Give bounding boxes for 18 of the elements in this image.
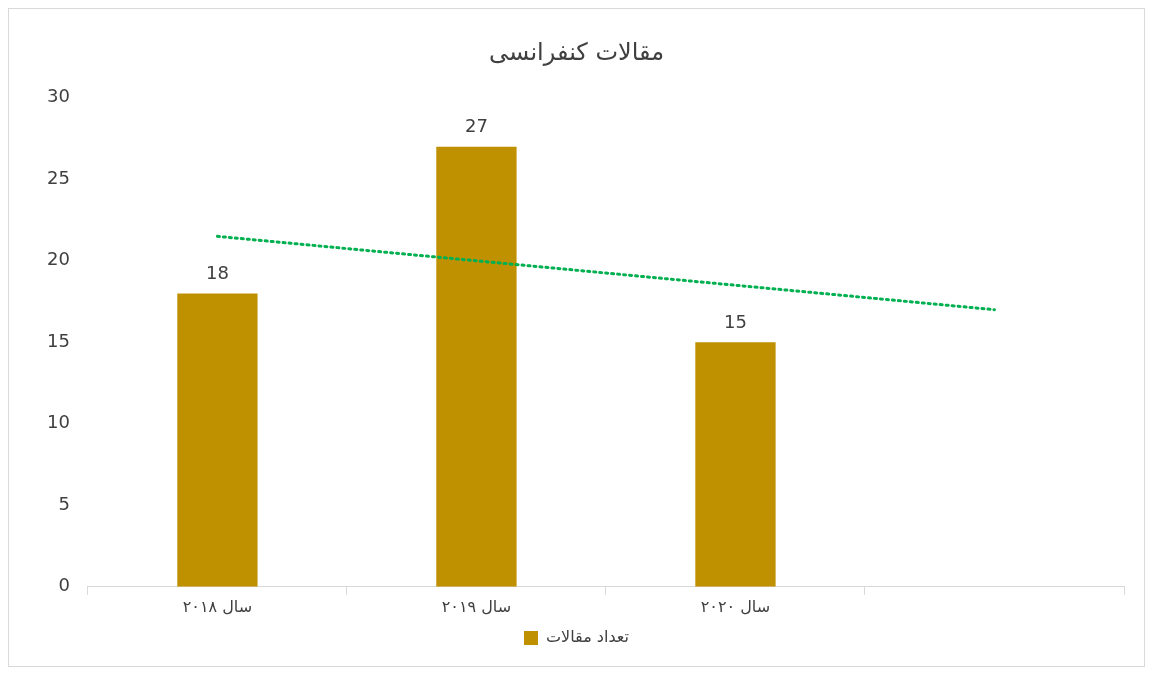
x-tick-label: سال ۲۰۱۸ (182, 596, 253, 616)
legend-label: تعداد مقالات (546, 627, 629, 647)
y-tick-label: 0 (58, 574, 70, 596)
y-tick-label: 15 (47, 329, 70, 351)
y-tick-label: 20 (47, 248, 70, 270)
data-label: 15 (724, 310, 747, 332)
x-tick-label: سال ۲۰۲۰ (700, 596, 771, 616)
y-tick-label: 25 (47, 166, 70, 188)
y-tick-label: 10 (47, 411, 70, 433)
bar (177, 293, 258, 587)
data-label: 18 (205, 262, 229, 284)
data-label: 27 (464, 115, 488, 137)
x-tick-label: سال ۲۰۱۹ (441, 596, 512, 616)
y-tick-label: 30 (47, 85, 70, 107)
bar (436, 146, 517, 587)
y-tick-label: 5 (58, 492, 70, 514)
chart-title: مقالات کنفرانسی (488, 37, 665, 66)
bar (695, 342, 776, 587)
